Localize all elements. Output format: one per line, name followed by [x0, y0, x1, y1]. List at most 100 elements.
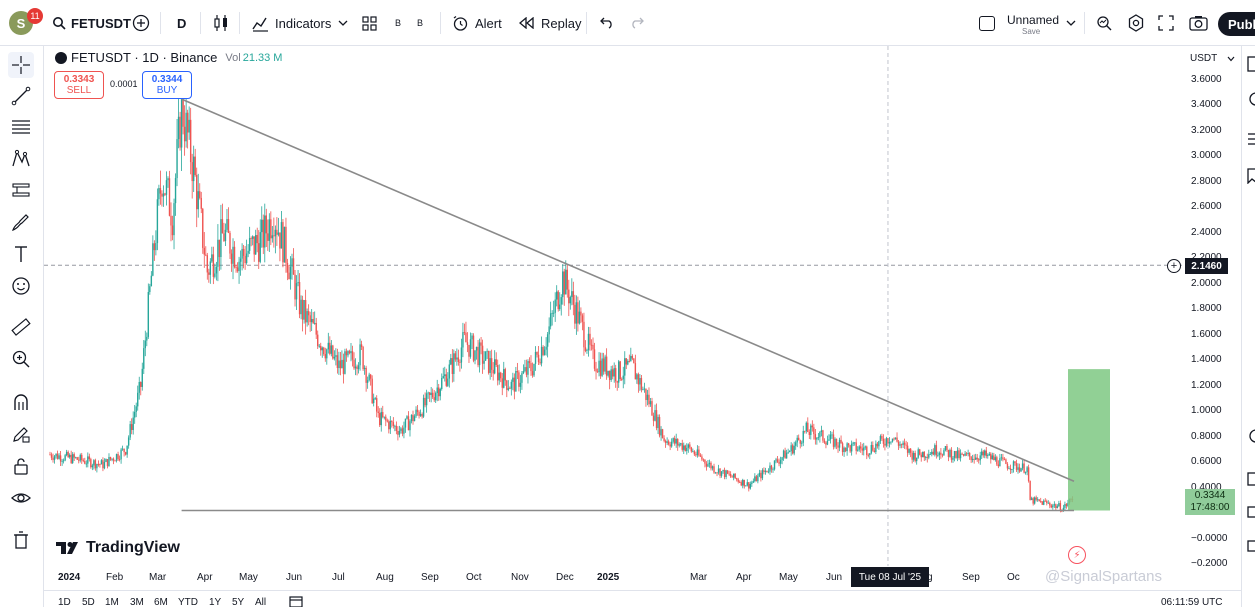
- price-chart[interactable]: [44, 46, 1184, 566]
- range-5y[interactable]: 5Y: [232, 597, 245, 608]
- lock-drawings-tool[interactable]: [8, 453, 34, 479]
- pattern-tool[interactable]: [8, 146, 34, 172]
- chart-type-button[interactable]: [213, 0, 229, 46]
- magnet-tool[interactable]: [8, 389, 34, 415]
- crosshair-tool[interactable]: [8, 52, 34, 78]
- help-icon[interactable]: [1247, 471, 1255, 487]
- interval-button[interactable]: D: [177, 15, 187, 31]
- zoom-tool[interactable]: [8, 346, 34, 372]
- add-price-line-button[interactable]: +: [1167, 259, 1181, 273]
- range-ytd[interactable]: YTD: [178, 597, 198, 608]
- text-tool[interactable]: [8, 241, 34, 267]
- settings-button[interactable]: [1127, 0, 1145, 46]
- candle-body: [701, 456, 703, 460]
- candle-body: [212, 254, 215, 277]
- clock-icon[interactable]: [1247, 428, 1255, 444]
- alert-button[interactable]: Alert: [452, 0, 502, 46]
- range-1m[interactable]: 1M: [105, 597, 119, 608]
- alerts-panel-icon[interactable]: [1247, 91, 1255, 107]
- emoji-tool[interactable]: [8, 273, 34, 299]
- candle-body: [439, 388, 441, 397]
- notifications-icon[interactable]: [1247, 538, 1255, 554]
- indicators-button[interactable]: Indicators: [252, 0, 331, 46]
- flash-icon[interactable]: ⚡: [1068, 546, 1086, 564]
- candle-body: [1026, 467, 1028, 473]
- time-axis[interactable]: 2024 Feb Mar Apr May Jun Jul Aug Sep Oct Nov Dec 202…: [44, 566, 1184, 588]
- candle-body: [489, 358, 491, 373]
- hide-drawings-tool[interactable]: [8, 485, 34, 511]
- candle-body: [534, 352, 537, 364]
- symbol-search-button[interactable]: FETUSDT: [52, 0, 131, 46]
- candle-body: [734, 473, 736, 479]
- template-badge-1[interactable]: B: [395, 18, 402, 28]
- candle-body: [421, 413, 423, 417]
- candle-body: [677, 438, 679, 446]
- candle-body: [909, 448, 912, 453]
- currency-selector[interactable]: USDT: [1186, 50, 1236, 67]
- layouts-button[interactable]: [362, 0, 377, 46]
- candle-body: [418, 411, 420, 416]
- measure-tool[interactable]: [8, 314, 34, 340]
- candle-body: [389, 420, 392, 430]
- candle-body: [510, 381, 513, 389]
- indicators-dropdown[interactable]: [338, 0, 348, 46]
- candle-body: [1029, 480, 1031, 500]
- fib-tool[interactable]: [8, 114, 34, 140]
- candle-body: [126, 445, 128, 455]
- range-all[interactable]: All: [255, 597, 267, 608]
- snapshot-button[interactable]: [1189, 0, 1208, 46]
- brush-tool[interactable]: [8, 209, 34, 235]
- candle-body: [412, 414, 414, 422]
- redo-button[interactable]: [630, 0, 646, 46]
- time-tick-label: Jul: [332, 572, 345, 583]
- candle-body: [979, 455, 981, 461]
- candle-body: [546, 334, 549, 347]
- range-1y[interactable]: 1Y: [209, 597, 222, 608]
- sell-button[interactable]: 0.3343 SELL: [54, 71, 104, 99]
- candle-body: [554, 299, 556, 313]
- candle-body: [601, 358, 603, 376]
- candle-body: [61, 460, 63, 462]
- calendar-icon[interactable]: [289, 595, 303, 607]
- layout-icon[interactable]: [979, 16, 995, 31]
- quick-search-button[interactable]: [1096, 0, 1113, 46]
- range-1d[interactable]: 1D: [58, 597, 71, 608]
- candle-body: [844, 447, 847, 452]
- compare-add-button[interactable]: [132, 0, 150, 46]
- candle-body: [215, 266, 218, 274]
- range-6m[interactable]: 6M: [154, 597, 168, 608]
- candle-body: [78, 459, 80, 461]
- utc-clock[interactable]: 06:11:59 UTC: [1161, 597, 1223, 608]
- layout-name[interactable]: Unnamed: [1007, 13, 1060, 27]
- buy-button[interactable]: 0.3344 BUY: [142, 71, 192, 99]
- undo-button[interactable]: [598, 0, 614, 46]
- candle-body: [317, 334, 319, 347]
- publish-button[interactable]: Publi: [1218, 12, 1255, 36]
- chart-legend[interactable]: FETUSDT · 1D · Binance Vol 21.33 M: [55, 50, 282, 65]
- hotlist-icon[interactable]: [1247, 168, 1255, 184]
- layers-icon[interactable]: [1247, 504, 1255, 520]
- remove-drawings-tool[interactable]: [8, 527, 34, 553]
- fullscreen-button[interactable]: [1158, 0, 1174, 46]
- watchlist-icon[interactable]: [1247, 56, 1255, 72]
- trend-line-tool[interactable]: [8, 83, 34, 109]
- layout-save-hint[interactable]: Save: [1022, 27, 1041, 36]
- drawing-mode-tool[interactable]: [8, 421, 34, 447]
- candle-body: [167, 178, 169, 181]
- replay-button[interactable]: Replay: [519, 0, 581, 46]
- layout-dropdown[interactable]: [1066, 0, 1076, 46]
- candle-body: [264, 215, 266, 248]
- candle-body: [356, 366, 358, 370]
- candle-body: [226, 219, 228, 230]
- forecast-tool[interactable]: [8, 177, 34, 203]
- candle-body: [472, 335, 475, 361]
- candle-body: [657, 417, 659, 429]
- candle-body: [468, 344, 470, 357]
- range-3m[interactable]: 3M: [130, 597, 144, 608]
- candle-body: [784, 450, 786, 459]
- price-scale[interactable]: 3.6000 3.4000 3.2000 3.0000 2.8000 2.6000 2.40…: [1184, 46, 1241, 569]
- range-5d[interactable]: 5D: [82, 597, 95, 608]
- data-window-icon[interactable]: [1247, 131, 1255, 147]
- candle-body: [52, 457, 54, 460]
- template-badge-2[interactable]: B: [417, 18, 424, 28]
